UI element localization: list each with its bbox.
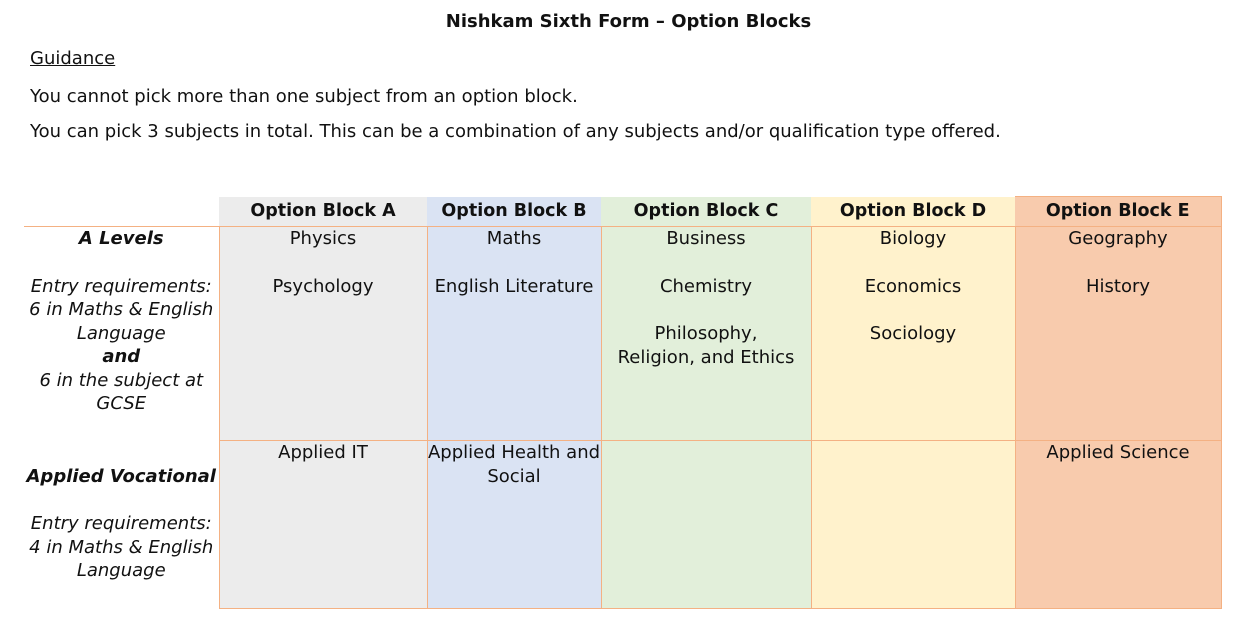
header-option-block-a: Option Block A	[219, 196, 427, 227]
cell-a-levels-block-e: Geography History	[1014, 226, 1222, 441]
guidance-rule-2: You can pick 3 subjects in total. This c…	[30, 121, 1001, 142]
entry-requirement-line: 6 in the subject at GCSE	[39, 369, 204, 415]
table-row-applied-vocational: Applied Vocational Entry requirements: 4…	[24, 440, 1222, 609]
subject-item: Economics	[864, 275, 962, 297]
header-option-block-e: Option Block E	[1015, 196, 1222, 227]
row-label-a-levels: A Levels	[78, 228, 164, 249]
header-option-block-c: Option Block C	[601, 196, 811, 227]
entry-requirement-line: 4 in Maths & English Language	[29, 536, 214, 582]
subject-item: Philosophy, Religion, and Ethics	[617, 323, 795, 368]
cell-a-levels-block-c: Business Chemistry Philosophy, Religion,…	[600, 226, 812, 441]
page-title: Nishkam Sixth Form – Option Blocks	[445, 11, 812, 32]
option-blocks-table: Option Block A Option Block B Option Blo…	[24, 196, 1222, 609]
row-header-a-levels: A Levels Entry requirements: 6 in Maths …	[24, 227, 219, 441]
header-corner	[24, 196, 219, 227]
subject-item: English Literature	[434, 275, 594, 297]
subject-item: Sociology	[869, 323, 957, 344]
cell-a-levels-block-a: Physics Psychology	[218, 226, 428, 441]
subject-item: Chemistry	[659, 275, 753, 297]
table-header-row: Option Block A Option Block B Option Blo…	[24, 196, 1222, 227]
header-option-block-d: Option Block D	[811, 196, 1015, 227]
subject-item: Applied IT	[278, 442, 368, 463]
header-option-block-b: Option Block B	[427, 196, 601, 227]
cell-a-levels-block-b: Maths English Literature	[426, 226, 602, 441]
subject-item: History	[1085, 275, 1151, 297]
subject-item: Geography	[1068, 228, 1168, 249]
cell-vocational-block-b: Applied Health and Social	[426, 440, 602, 609]
subject-item: Maths	[486, 228, 542, 249]
entry-requirement-line: 6 in Maths & English Language	[29, 299, 214, 344]
subject-item: Applied Health and Social	[427, 442, 601, 487]
cell-vocational-block-a: Applied IT	[218, 440, 428, 609]
subject-item: Applied Science	[1046, 442, 1190, 463]
guidance-rule-1: You cannot pick more than one subject fr…	[30, 86, 578, 107]
subject-item: Physics	[289, 228, 357, 249]
row-label-applied-vocational: Applied Vocational	[26, 465, 216, 487]
entry-requirement-and: and	[102, 346, 141, 367]
entry-requirements-label: Entry requirements:	[30, 275, 212, 297]
cell-vocational-block-e: Applied Science	[1014, 440, 1222, 609]
subject-item: Business	[666, 228, 746, 249]
subject-item: Psychology	[272, 275, 374, 297]
table-row-a-levels: A Levels Entry requirements: 6 in Maths …	[24, 226, 1222, 441]
row-header-applied-vocational: Applied Vocational Entry requirements: 4…	[24, 441, 219, 609]
cell-vocational-block-c	[600, 440, 812, 609]
guidance-heading: Guidance	[30, 48, 116, 69]
cell-vocational-block-d	[810, 440, 1016, 609]
subject-item: Biology	[879, 228, 947, 249]
entry-requirements-label: Entry requirements:	[30, 513, 212, 534]
cell-a-levels-block-d: Biology Economics Sociology	[810, 226, 1016, 441]
